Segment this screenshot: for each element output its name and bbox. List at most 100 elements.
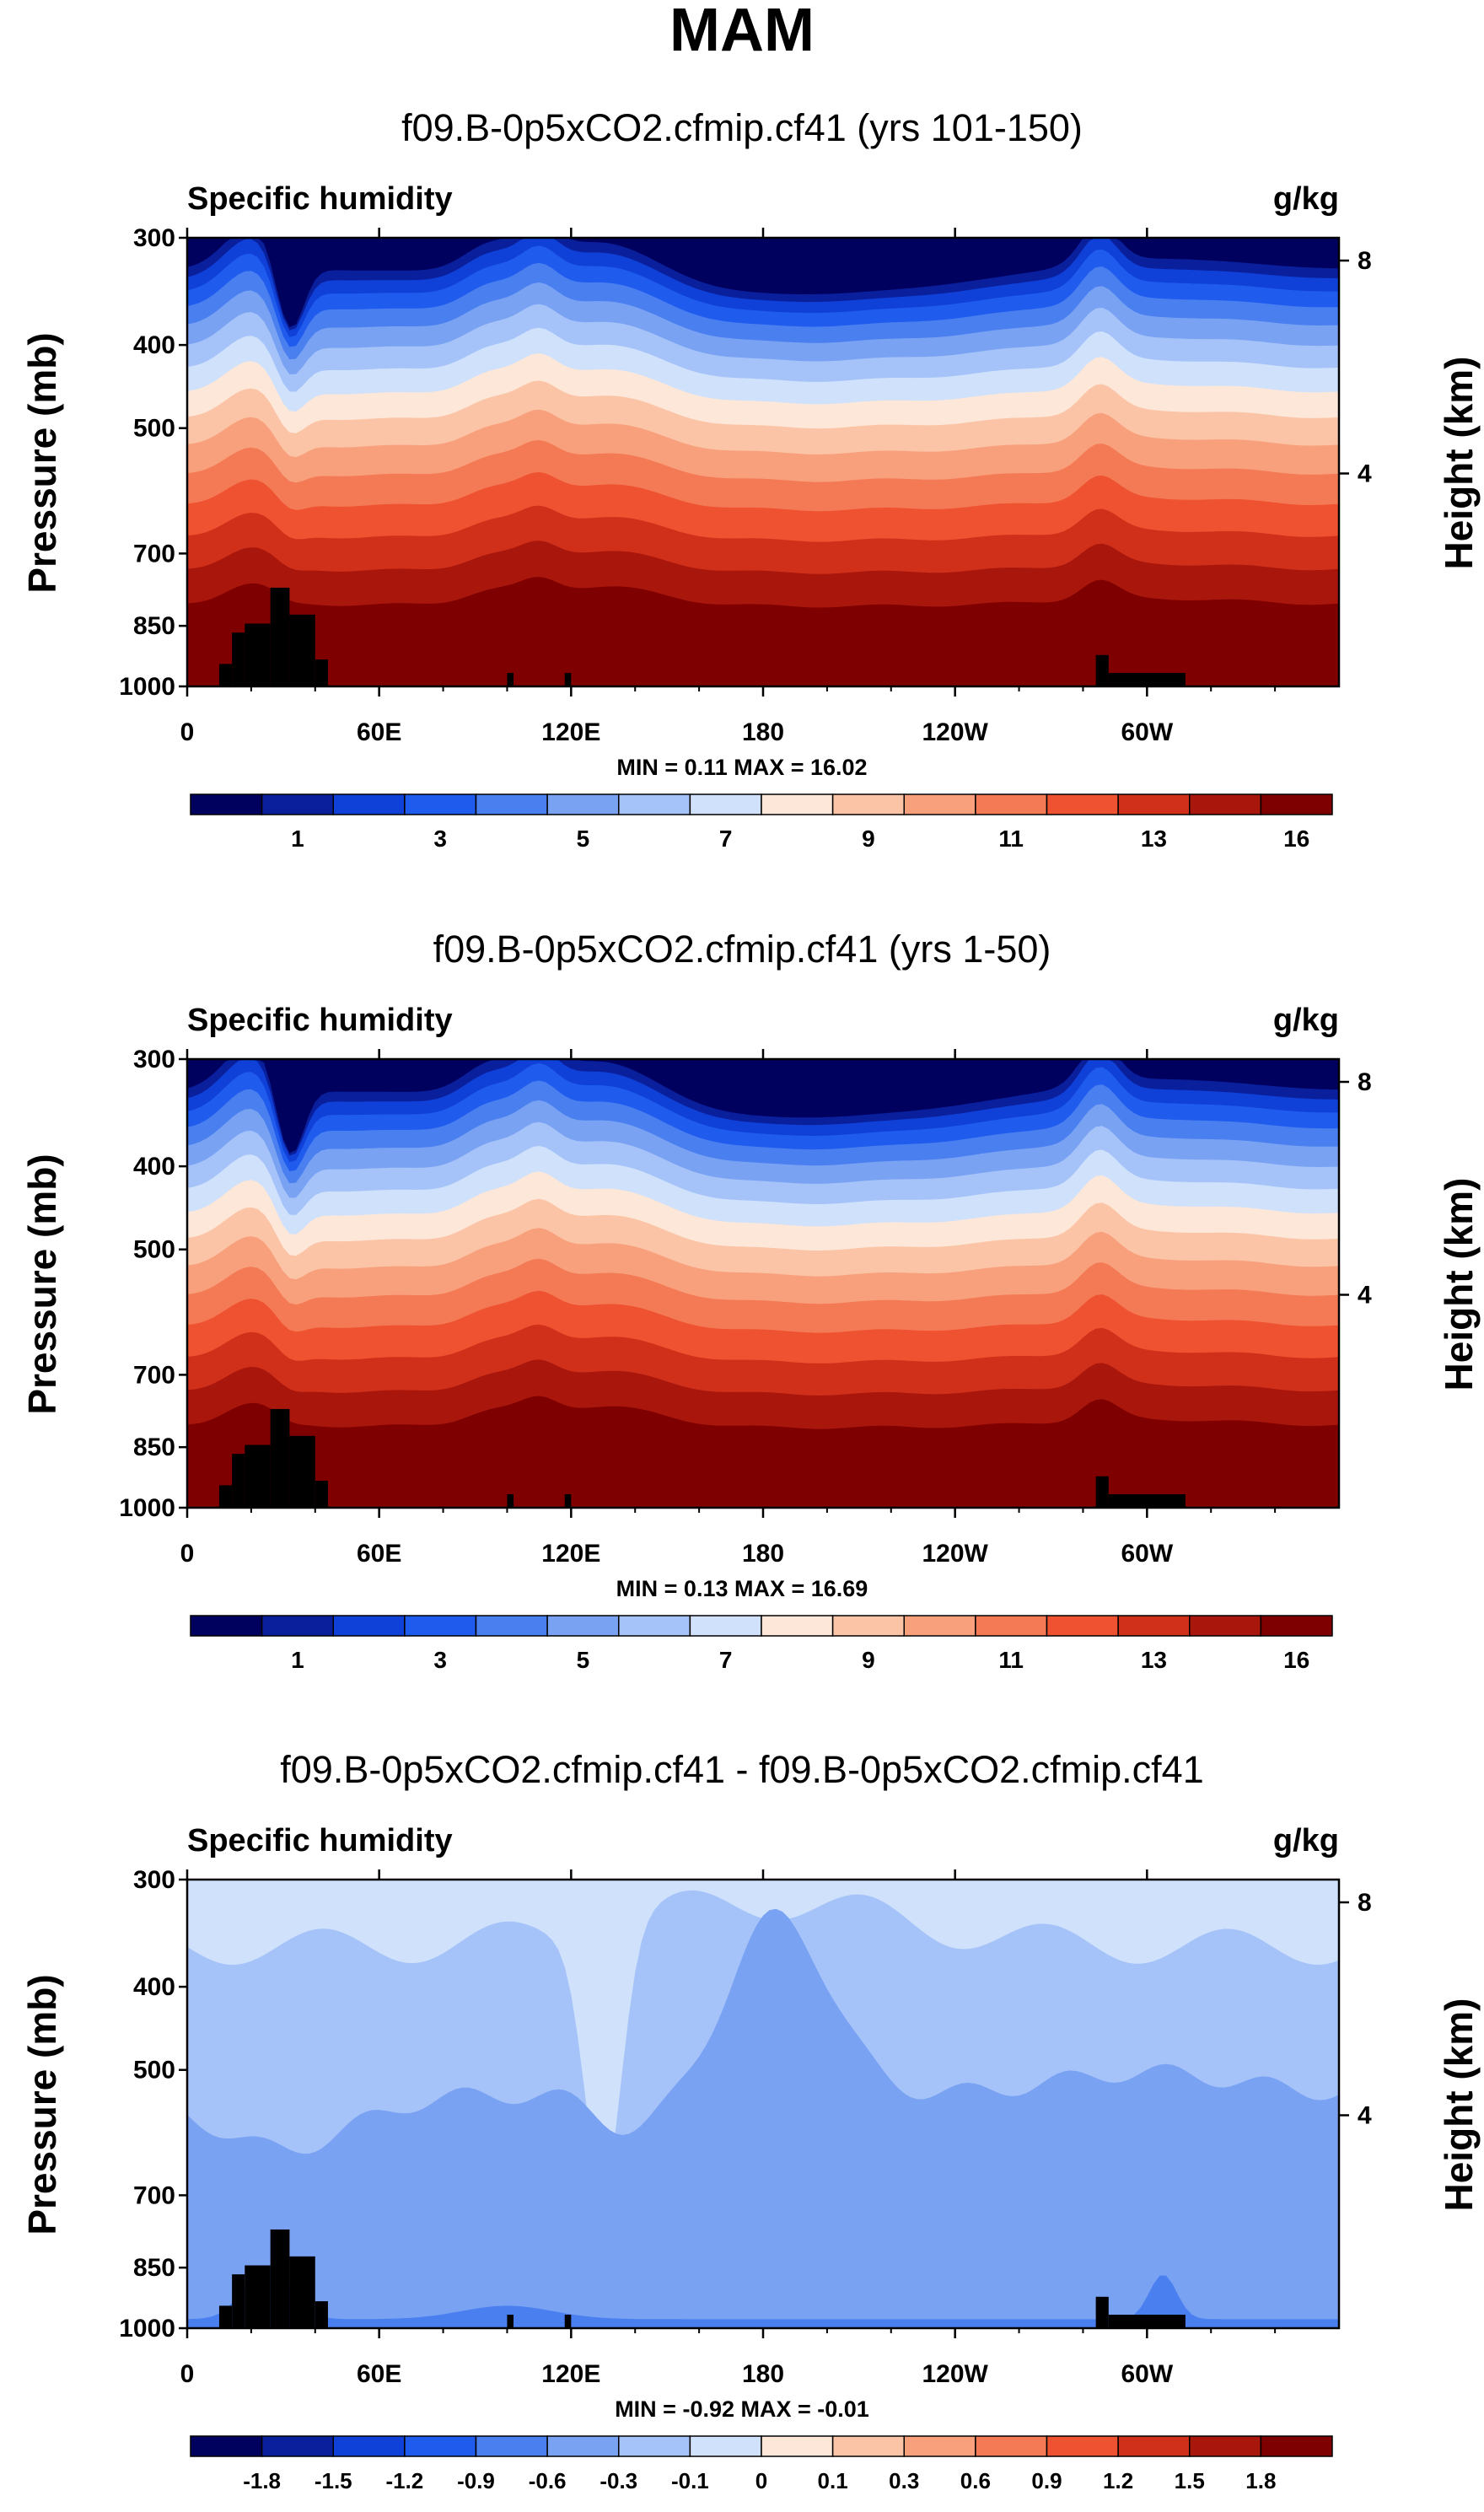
contour-plot-2: 300 400 500 700 850 1000 4 8 0 60E 120E 180 120W 60W: [119, 1046, 1372, 1568]
colorbar-label: 7: [719, 1647, 733, 1673]
colorbar-label: 11: [998, 1647, 1024, 1673]
colorbar-label: 1: [291, 1647, 304, 1673]
colorbar-swatch: [975, 793, 1048, 815]
contour-band: [187, 1908, 1339, 2328]
y2-tick-label: 4: [1358, 2102, 1372, 2130]
x-tick-label: 180: [742, 718, 784, 746]
y2-tick-label: 8: [1358, 1068, 1372, 1096]
x-tick-label: 120W: [922, 718, 988, 746]
colorbar-swatch: [689, 2435, 762, 2457]
terrain-mask: [218, 1408, 1186, 1508]
colorbar-swatch: [1117, 793, 1191, 815]
colorbar-swatch: [475, 793, 548, 815]
colorbar-swatch: [332, 1615, 406, 1637]
colorbar-swatch: [1189, 793, 1262, 815]
terrain-block: [1108, 673, 1186, 686]
y-tick-label: 700: [133, 2181, 175, 2209]
y-tick-label: 400: [133, 1973, 175, 2001]
panel-title: f09.B-0p5xCO2.cfmip.cf41 (yrs 101-150): [401, 106, 1083, 149]
colorbar-2: 1 3 5 7 9 11 13 16: [190, 1615, 1333, 1673]
colorbar-swatch: [404, 1615, 477, 1637]
contour-plot-1: 300 400 500 700 850 1000 4 8 0 60E 120E 180 120W 60W: [119, 224, 1372, 746]
y-tick-label: 300: [133, 224, 175, 252]
y-tick-label: 500: [133, 2057, 175, 2084]
colorbar-swatch: [831, 2435, 905, 2457]
y-tick-label: 500: [133, 1236, 175, 1264]
terrain-block: [289, 2256, 315, 2328]
colorbar-swatch: [546, 793, 620, 815]
y-tick-label: 850: [133, 2254, 175, 2282]
colorbar-label: 7: [719, 826, 733, 852]
y-tick-label: 400: [133, 1153, 175, 1181]
terrain-block: [564, 673, 572, 686]
colorbar-swatch: [618, 1615, 691, 1637]
colorbar-swatch: [761, 1615, 834, 1637]
main-title: MAM: [669, 0, 815, 64]
colorbar-swatch: [190, 1615, 263, 1637]
colorbar-label: 9: [862, 1647, 875, 1673]
colorbar-swatch: [190, 2435, 263, 2457]
contour-fill: [187, 1880, 1339, 2328]
x-tick-label: 120E: [541, 718, 600, 746]
terrain-block: [218, 2305, 233, 2328]
y-tick-label: 500: [133, 415, 175, 443]
colorbar-label: 9: [862, 826, 875, 852]
colorbar-label: 3: [433, 826, 447, 852]
y-tick-label: 700: [133, 1361, 175, 1389]
y-tick-label: 1000: [119, 1494, 175, 1522]
terrain-mask: [218, 587, 1186, 686]
terrain-block: [315, 2301, 328, 2328]
colorbar-label: 0.9: [1031, 2468, 1062, 2493]
colorbar-label: 1.8: [1245, 2468, 1276, 2493]
colorbar-swatch: [689, 1615, 762, 1637]
y-tick-label: 700: [133, 540, 175, 567]
contour-band: [187, 1434, 1339, 1508]
y2-tick-label: 4: [1358, 1282, 1372, 1310]
colorbar-label: 13: [1141, 826, 1167, 852]
terrain-block: [218, 664, 233, 686]
terrain-block: [232, 2274, 245, 2328]
terrain-block: [315, 1481, 328, 1508]
colorbar-1: 1 3 5 7 9 11 13 16: [190, 793, 1333, 852]
x-tick-label: 60E: [357, 1540, 401, 1568]
units-label: g/kg: [1272, 1003, 1339, 1038]
y2-tick-label: 8: [1358, 1889, 1372, 1917]
terrain-block: [289, 614, 315, 686]
units-label: g/kg: [1272, 181, 1339, 217]
contour-plot-3: 300 400 500 700 850 1000 4 8 0 60E 120E 180 120W 60W: [119, 1866, 1372, 2388]
colorbar-swatch: [261, 1615, 334, 1637]
colorbar-swatch: [903, 793, 976, 815]
colorbar-swatch: [975, 1615, 1048, 1637]
colorbar-label: -0.6: [529, 2468, 567, 2493]
colorbar-swatch: [1260, 793, 1333, 815]
terrain-block: [564, 2315, 572, 2328]
terrain-block: [289, 1435, 315, 1508]
colorbar-swatch: [831, 1615, 905, 1637]
terrain-mask: [218, 2229, 1186, 2328]
terrain-block: [218, 1485, 233, 1508]
colorbar-swatch: [332, 793, 406, 815]
colorbar-swatch: [546, 2435, 620, 2457]
colorbar-label: 11: [998, 826, 1024, 852]
colorbar-swatch: [1117, 2435, 1191, 2457]
colorbar-swatch: [475, 2435, 548, 2457]
terrain-block: [270, 1408, 290, 1508]
x-tick-label: 180: [742, 1540, 784, 1568]
terrain-block: [270, 2229, 290, 2328]
colorbar-label: -0.9: [457, 2468, 495, 2493]
colorbar-swatch: [761, 793, 834, 815]
y2-tick-label: 8: [1358, 247, 1372, 275]
colorbar-swatch: [903, 1615, 976, 1637]
colorbar-swatch: [831, 793, 905, 815]
colorbar-swatch: [1046, 1615, 1119, 1637]
x-tick-label: 180: [742, 2360, 784, 2388]
colorbar-label: 1.2: [1103, 2468, 1133, 2493]
colorbar-swatch: [261, 793, 334, 815]
x-tick-label: 0: [180, 2360, 195, 2388]
terrain-block: [245, 623, 271, 686]
colorbar-swatch: [618, 2435, 691, 2457]
colorbar-swatch: [404, 2435, 477, 2457]
colorbar-swatch: [475, 1615, 548, 1637]
colorbar-swatch: [1117, 1615, 1191, 1637]
colorbar-swatch: [546, 1615, 620, 1637]
